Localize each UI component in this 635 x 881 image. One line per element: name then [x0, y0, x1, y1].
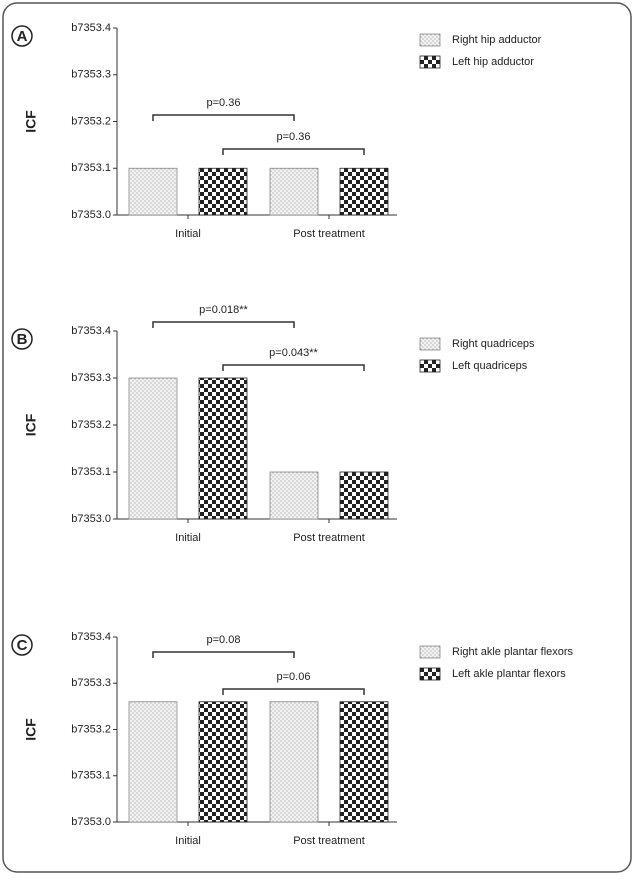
y-tick-label: b7353.2 — [71, 723, 111, 735]
legend-label: Right hip adductor — [452, 34, 542, 46]
legend-swatch — [419, 667, 441, 681]
significance-bracket — [152, 651, 295, 658]
x-tick-label: Post treatment — [293, 835, 365, 847]
p-value-label: p=0.06 — [277, 671, 311, 683]
bar — [128, 701, 178, 823]
y-tick-label: b7353.0 — [71, 816, 111, 828]
legend-label: Left akle plantar flexors — [452, 668, 566, 680]
legend-label: Right quadriceps — [452, 338, 535, 350]
y-tick-label: b7353.0 — [71, 209, 111, 221]
y-tick-label: b7353.1 — [71, 162, 111, 174]
bar — [269, 471, 319, 520]
legend-swatch — [419, 359, 441, 373]
panel-badge — [11, 328, 33, 350]
significance-bracket — [222, 364, 365, 371]
y-tick-label: b7353.1 — [71, 466, 111, 478]
x-tick-label: Initial — [175, 835, 201, 847]
y-axis-label: ICF — [23, 718, 39, 741]
bar — [269, 167, 319, 216]
x-tick-label: Initial — [175, 532, 201, 544]
x-tick-label: Initial — [175, 228, 201, 240]
significance-bracket — [152, 321, 295, 328]
legend-swatch — [419, 55, 441, 69]
panel-label: C — [17, 637, 28, 654]
y-tick-label: b7353.2 — [71, 115, 111, 127]
y-tick-label: b7353.4 — [71, 22, 111, 34]
panel-badge — [11, 634, 33, 656]
y-tick-label: b7353.4 — [71, 325, 111, 337]
legend-swatch — [419, 337, 441, 351]
y-tick-label: b7353.0 — [71, 513, 111, 525]
bar — [128, 377, 178, 520]
p-value-label: p=0.043** — [269, 347, 318, 359]
bar — [339, 701, 389, 823]
y-tick-label: b7353.4 — [71, 631, 111, 643]
bar — [339, 167, 389, 216]
x-tick-label: Post treatment — [293, 532, 365, 544]
bar — [198, 377, 248, 520]
y-axis-label: ICF — [23, 413, 39, 436]
y-tick-label: b7353.3 — [71, 372, 111, 384]
legend-swatch — [419, 645, 441, 659]
legend-swatch — [419, 33, 441, 47]
y-tick-label: b7353.2 — [71, 419, 111, 431]
legend-label: Right akle plantar flexors — [452, 646, 574, 658]
p-value-label: p=0.36 — [277, 131, 311, 143]
p-value-label: p=0.08 — [207, 634, 241, 646]
p-value-label: p=0.36 — [207, 97, 241, 109]
y-tick-label: b7353.1 — [71, 770, 111, 782]
panel-badge — [11, 25, 33, 47]
significance-bracket — [222, 688, 365, 695]
y-tick-label: b7353.3 — [71, 677, 111, 689]
panel-label: A — [17, 28, 28, 45]
x-tick-label: Post treatment — [293, 228, 365, 240]
bar — [339, 471, 389, 520]
legend-label: Left quadriceps — [452, 360, 528, 372]
p-value-label: p=0.018** — [199, 304, 248, 316]
y-tick-label: b7353.3 — [71, 69, 111, 81]
bar — [198, 701, 248, 823]
bar — [198, 167, 248, 216]
legend-label: Left hip adductor — [452, 56, 534, 68]
significance-bracket — [152, 114, 295, 121]
significance-bracket — [222, 148, 365, 155]
bar — [128, 167, 178, 216]
bar — [269, 701, 319, 823]
y-axis-label: ICF — [23, 110, 39, 133]
panel-label: B — [17, 331, 28, 348]
